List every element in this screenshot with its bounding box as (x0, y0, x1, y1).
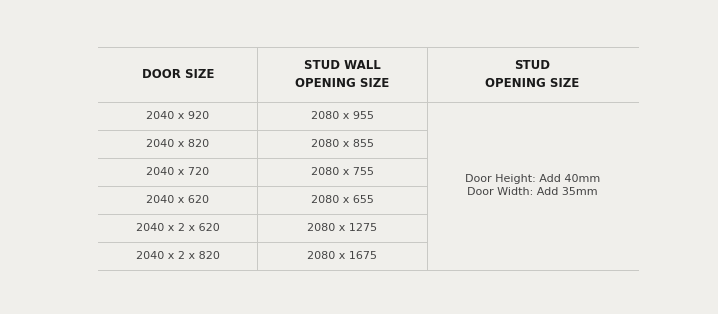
Text: 2080 x 1675: 2080 x 1675 (307, 251, 378, 261)
Text: 2080 x 655: 2080 x 655 (311, 195, 374, 205)
Text: 2040 x 720: 2040 x 720 (146, 167, 209, 177)
Text: STUD WALL
OPENING SIZE: STUD WALL OPENING SIZE (295, 59, 389, 90)
Text: Door Width: Add 35mm: Door Width: Add 35mm (467, 187, 598, 198)
Text: DOOR SIZE: DOOR SIZE (141, 68, 214, 81)
Text: 2040 x 620: 2040 x 620 (146, 195, 209, 205)
Text: 2080 x 855: 2080 x 855 (311, 139, 374, 149)
Text: 2040 x 820: 2040 x 820 (146, 139, 209, 149)
Text: Door Height: Add 40mm: Door Height: Add 40mm (465, 174, 600, 184)
Text: 2080 x 1275: 2080 x 1275 (307, 223, 378, 233)
Text: 2040 x 920: 2040 x 920 (146, 111, 209, 121)
Text: 2080 x 755: 2080 x 755 (311, 167, 374, 177)
Text: 2080 x 955: 2080 x 955 (311, 111, 374, 121)
Text: 2040 x 2 x 620: 2040 x 2 x 620 (136, 223, 220, 233)
Text: 2040 x 2 x 820: 2040 x 2 x 820 (136, 251, 220, 261)
Text: STUD
OPENING SIZE: STUD OPENING SIZE (485, 59, 579, 90)
